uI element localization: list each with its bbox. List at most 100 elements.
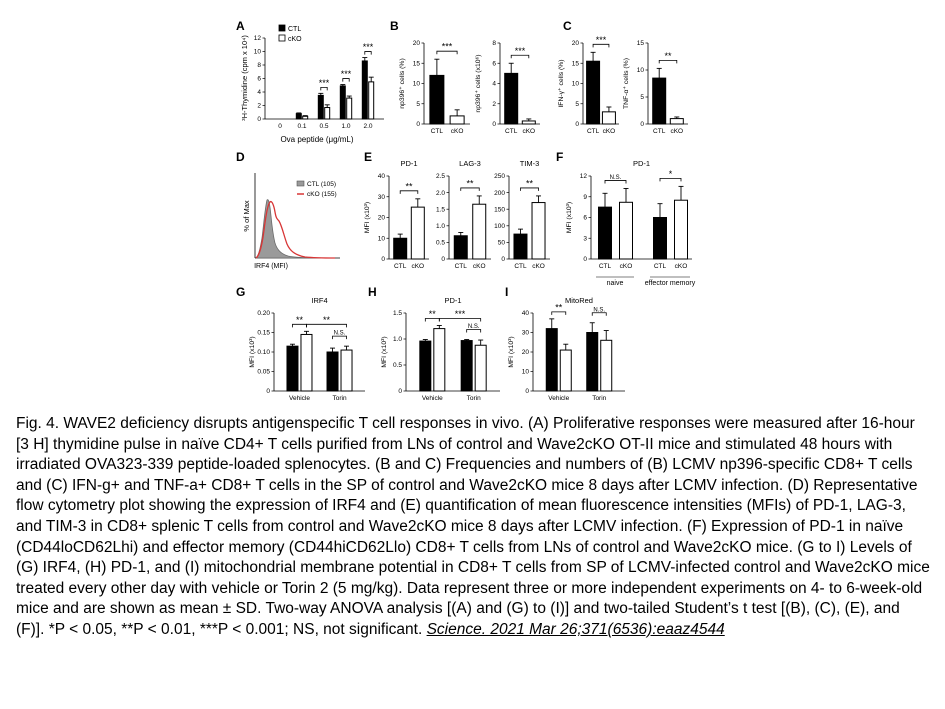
- panel-d-histogram: CTL (105) cKO (155) % of Max IRF4 (MFI): [242, 173, 340, 270]
- xtick-label-a: 2.0: [363, 123, 372, 130]
- ytick-label-c1: 20: [572, 40, 580, 47]
- sig-bracket-c2: [658, 59, 678, 64]
- xtick-label-i: Vehicle: [548, 395, 569, 402]
- xtick-label-a: 0.1: [297, 123, 306, 130]
- sig-bracket-g: [306, 323, 347, 328]
- ytick-label-h: 1.5: [393, 310, 402, 317]
- ylabel-b2: np396⁺ cells (x10⁶): [475, 54, 482, 112]
- bar-e2: [453, 235, 468, 260]
- ytick-label-a: 8: [257, 62, 261, 69]
- xtick-label-b1: CTL: [431, 128, 444, 135]
- bar-e1: [410, 206, 425, 260]
- panel-letter-g: G: [236, 285, 245, 299]
- sig-bracket-e3: [520, 187, 539, 191]
- bar-h: [433, 328, 446, 392]
- bar-h: [474, 344, 487, 392]
- ylabel-c1: IFN-γ⁺ cells (%): [558, 59, 565, 107]
- ytick-label-e2: 2.5: [436, 173, 445, 180]
- xtick-label-a: 0.5: [319, 123, 328, 130]
- legend-d-cko-label: cKO (155): [307, 191, 337, 198]
- bar-i: [586, 332, 599, 392]
- ytick-label-i: 30: [522, 330, 530, 337]
- sig-label-b1: ***: [442, 42, 453, 52]
- ytick-label-g: 0.20: [257, 310, 270, 317]
- sig-label-g: **: [323, 315, 331, 325]
- sig-label-c1: ***: [596, 35, 607, 45]
- sig-label-c2: **: [664, 51, 672, 61]
- xtick-label-b2: CTL: [505, 128, 518, 135]
- xtick-label-f: cKO: [620, 263, 633, 270]
- sig-bracket-e2: [460, 187, 480, 191]
- ytick-label-e1: 0: [381, 256, 385, 263]
- ylabel-e1: MFI (x10³): [364, 202, 371, 233]
- ytick-label-e1: 40: [378, 173, 386, 180]
- ytick-label-b1: 0: [416, 121, 420, 128]
- bar-f: [598, 206, 612, 260]
- ytick-label-e3: 0: [501, 256, 505, 263]
- sig-label-i: N.S.: [593, 307, 605, 313]
- title-e1: PD-1: [400, 159, 417, 168]
- panel-letter-a: A: [236, 19, 245, 33]
- bar-a: [339, 85, 346, 120]
- bar-c1: [601, 111, 616, 125]
- legend-d-ctl-swatch: [296, 180, 305, 187]
- bar-g: [340, 349, 353, 392]
- ytick-label-g: 0.10: [257, 349, 270, 356]
- panel-letter-b: B: [390, 19, 399, 33]
- ytick-label-f: 3: [583, 235, 587, 242]
- sig-label-h: N.S.: [468, 324, 480, 330]
- panel-a-xlabel: Ova peptide (μg/mL): [280, 135, 353, 144]
- ytick-label-a: 6: [257, 76, 261, 83]
- xtick-label-a: 1.0: [341, 123, 350, 130]
- bar-i: [600, 339, 613, 392]
- sig-label-f: N.S.: [610, 175, 622, 181]
- ytick-label-g: 0.05: [257, 369, 270, 376]
- bar-a: [368, 81, 375, 120]
- bar-c1: [586, 60, 601, 125]
- sig-bracket-e1: [399, 190, 419, 194]
- legend-ctl-label: CTL: [288, 26, 301, 33]
- citation-link[interactable]: Science. 2021 Mar 26;371(6536):eaaz4544: [426, 620, 725, 638]
- sig-bracket-b1: [436, 50, 458, 55]
- bar-a: [324, 107, 331, 120]
- bar-g: [286, 345, 299, 392]
- panel-letter-c: C: [563, 19, 572, 33]
- ytick-label-c2: 15: [637, 40, 645, 47]
- panel-a-labels: ³H-Thymidine (cpm x 10⁴) Ova peptide (μg…: [240, 24, 354, 144]
- bar-b2: [521, 120, 536, 125]
- title-e2: LAG-3: [459, 159, 481, 168]
- ytick-label-f: 6: [583, 215, 587, 222]
- bar-g: [300, 333, 313, 392]
- bar-c2: [652, 77, 667, 125]
- sig-label-h: **: [429, 309, 437, 319]
- ytick-label-f: 0: [583, 256, 587, 263]
- ylabel-g: MFI (x10³): [249, 336, 256, 367]
- ytick-label-b2: 6: [492, 60, 496, 67]
- bar-g: [326, 351, 339, 392]
- ytick-label-e2: 0.5: [436, 240, 445, 247]
- xtick-label-e1: cKO: [411, 263, 424, 270]
- ylabel-f: MFI (x10³): [566, 202, 573, 233]
- sig-bracket-i: [551, 311, 567, 315]
- xtick-label-b1: cKO: [451, 128, 464, 135]
- ytick-label-e3: 250: [494, 173, 505, 180]
- ytick-label-e3: 200: [494, 190, 505, 197]
- ytick-label-c2: 5: [640, 94, 644, 101]
- figure-caption: Fig. 4. WAVE2 deficiency disrupts antige…: [16, 414, 931, 641]
- bar-i: [545, 328, 558, 392]
- ytick-label-e3: 100: [494, 223, 505, 230]
- ytick-label-e2: 1.0: [436, 223, 445, 230]
- panel-d-xlabel: IRF4 (MFI): [254, 263, 288, 270]
- ytick-label-c2: 10: [637, 67, 645, 74]
- ytick-label-f: 9: [583, 194, 587, 201]
- figure-4: A B C D E F G H I ³H-Thymidine (cpm x 10…: [236, 19, 696, 402]
- ytick-label-a: 0: [257, 116, 261, 123]
- ytick-label-b2: 4: [492, 81, 496, 88]
- ytick-label-e1: 30: [378, 194, 386, 201]
- ytick-label-a: 4: [257, 89, 261, 96]
- sig-label-e1: **: [405, 181, 413, 191]
- panel-letter-i: I: [505, 285, 508, 299]
- xtick-label-i: Torin: [592, 395, 606, 402]
- xtick-label-e2: CTL: [455, 263, 468, 270]
